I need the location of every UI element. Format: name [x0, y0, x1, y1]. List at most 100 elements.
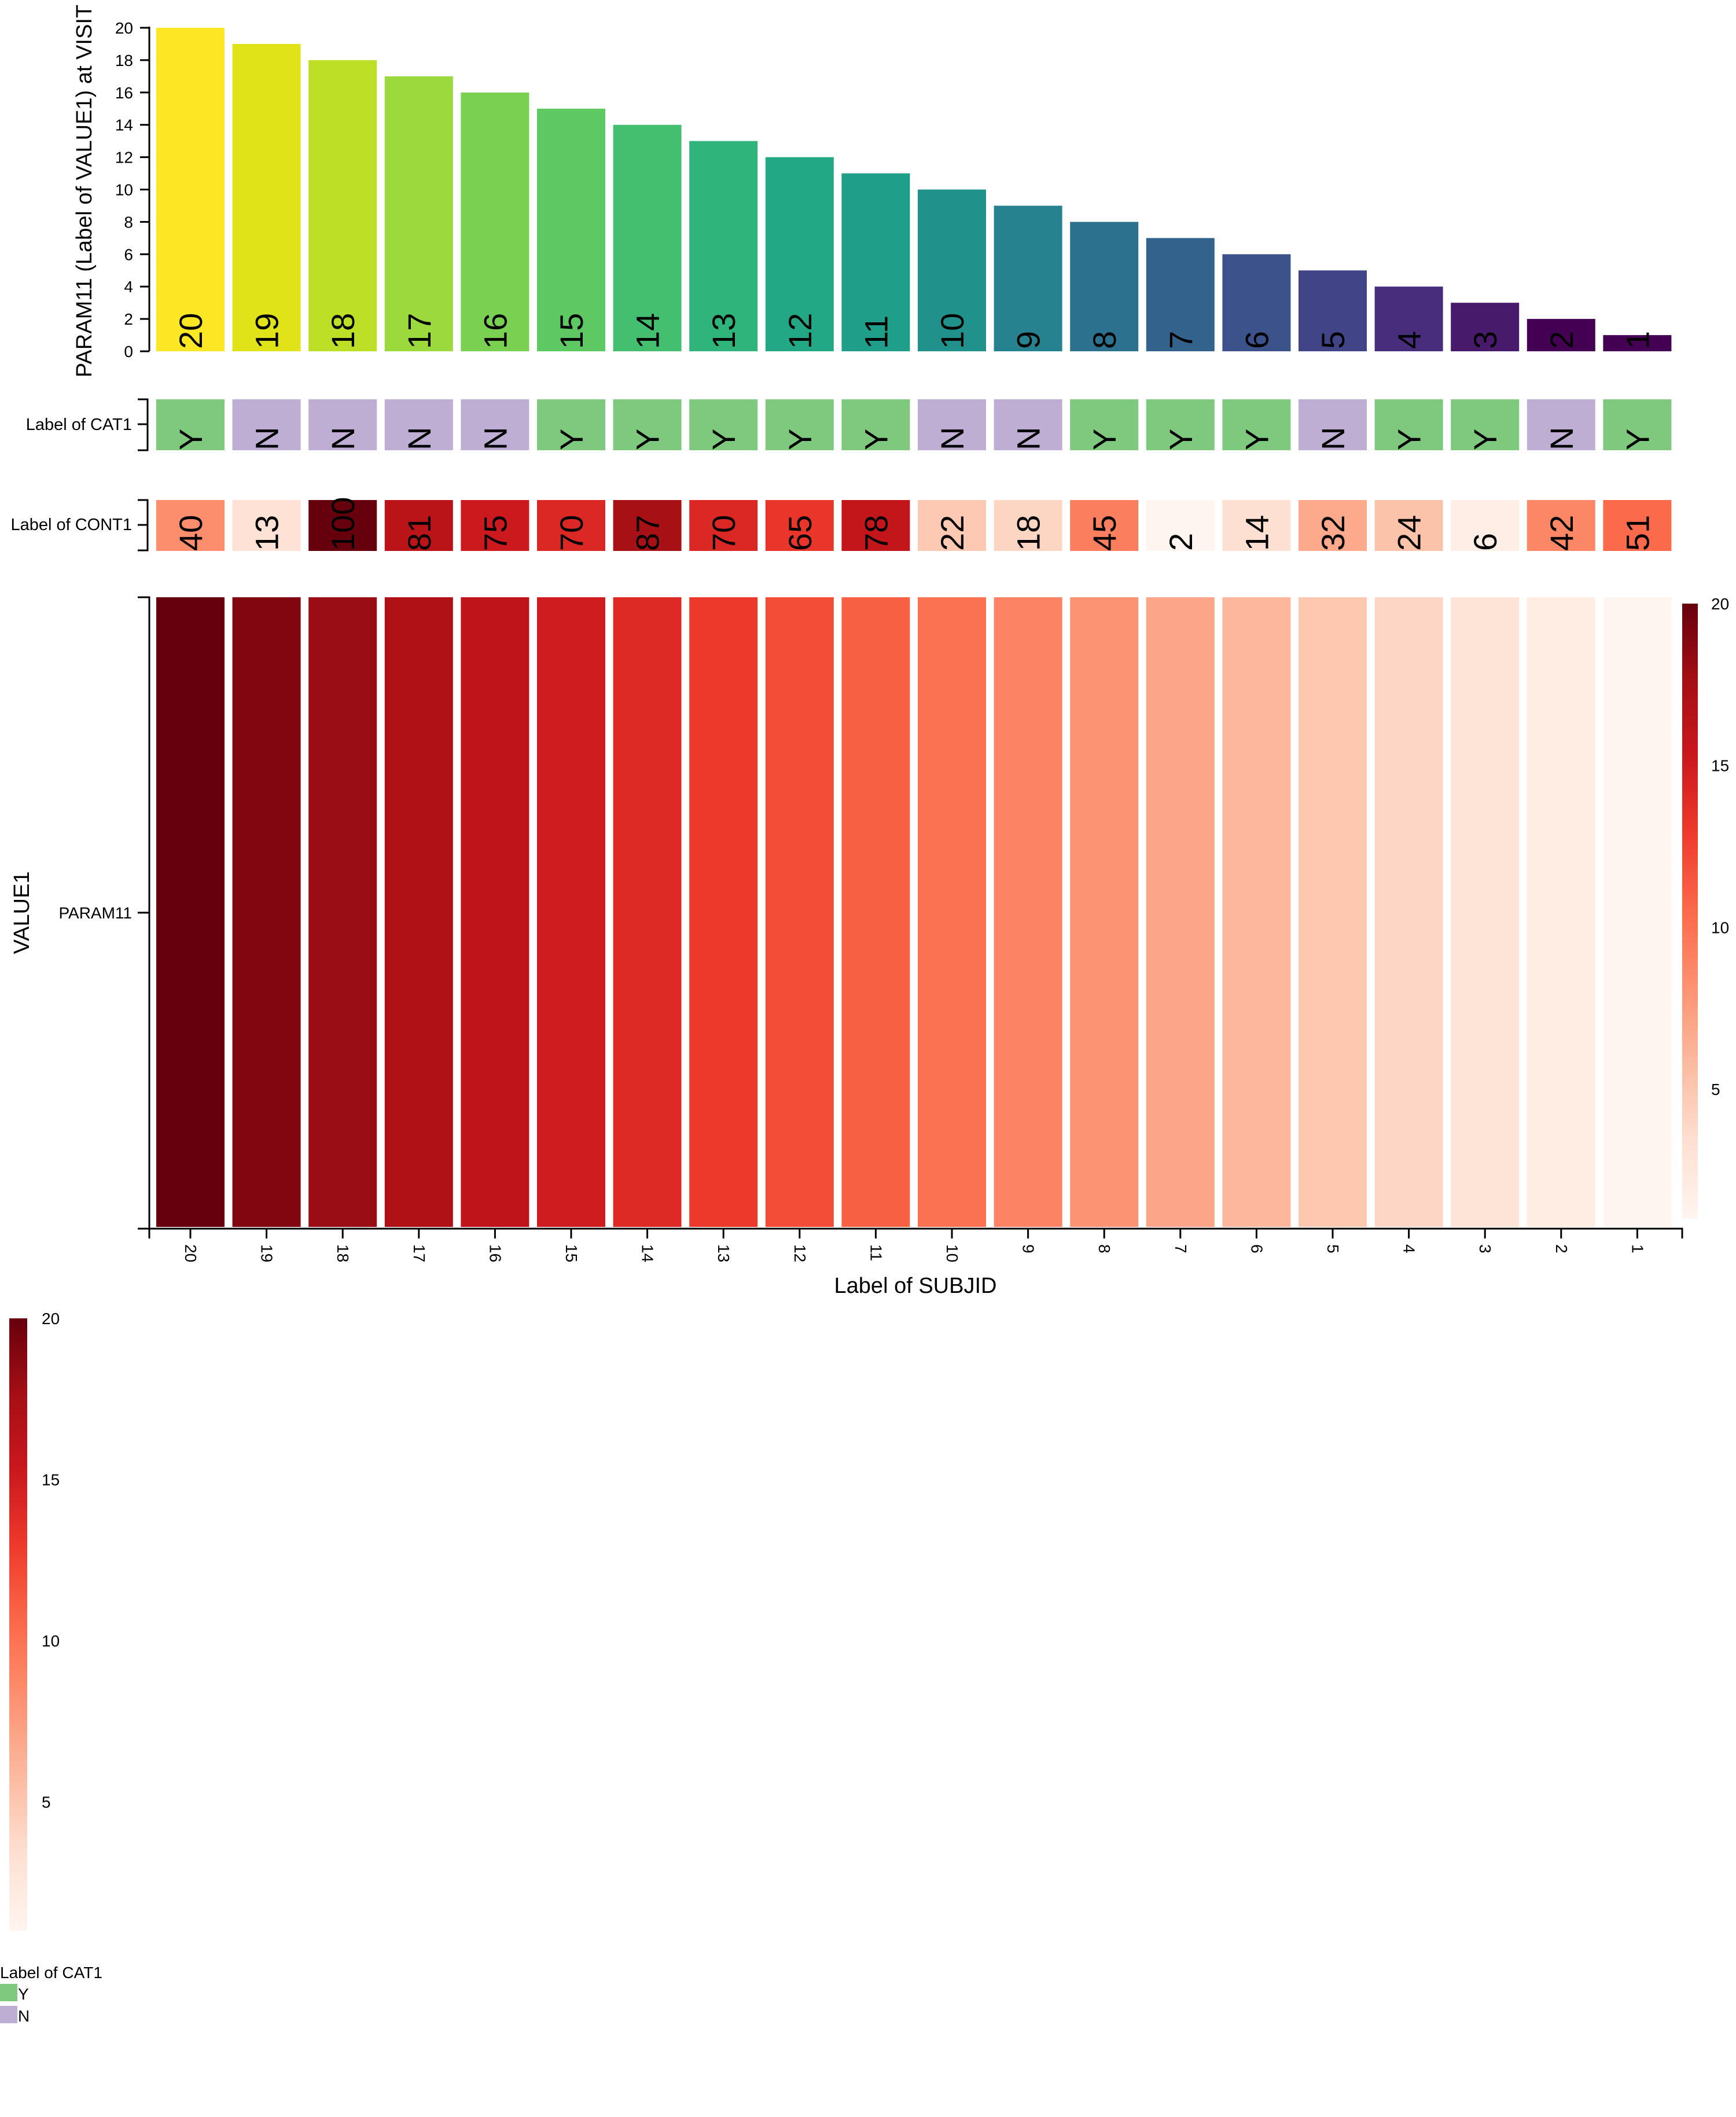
heatmap-y-axis-title: VALUE1	[10, 872, 34, 954]
cat-track-panel: Label of CAT1 Y N N N N Y Y Y Y Y N N Y Y Y N Y Y N Y	[26, 398, 1672, 451]
cont-cell-label: 70	[705, 515, 742, 551]
heatmap-x-tick-label: 10	[943, 1244, 961, 1262]
heatmap-x-tick-label: 2	[1553, 1244, 1571, 1254]
heatmap-cell	[232, 597, 301, 1227]
heatmap-cell	[689, 597, 758, 1227]
heatmap-x-tick-label: 12	[791, 1244, 809, 1262]
cont-cell	[1374, 500, 1443, 551]
cat-cell-label: N	[1010, 427, 1047, 450]
bar-value-label: 10	[934, 313, 970, 349]
cat-cell	[1603, 399, 1672, 450]
heatmap-x-tick-label: 6	[1248, 1244, 1266, 1254]
cat-cell	[1222, 399, 1291, 450]
heatmap-x-tick-label: 18	[334, 1244, 352, 1262]
cat-cell	[461, 399, 529, 450]
bar-value-label: 19	[249, 313, 285, 349]
cat-cell-label: N	[1315, 427, 1351, 450]
colorbar-bottom-gradient	[9, 1318, 27, 1931]
cont-cell-label: 70	[553, 515, 590, 551]
cat-cell	[1299, 399, 1367, 450]
heatmap-x-tick-label: 3	[1476, 1244, 1494, 1254]
cat-legend: Label of CAT1 YN	[0, 1964, 102, 2025]
bar	[689, 141, 758, 351]
heatmap-x-tick-label: 20	[182, 1244, 200, 1262]
bar-value-label: 11	[858, 315, 894, 349]
cont-cell	[765, 500, 834, 551]
cat-cell-label: Y	[1467, 429, 1503, 450]
heatmap-cell	[1146, 597, 1215, 1227]
heatmap-cell	[1527, 597, 1595, 1227]
cat-cell	[1451, 399, 1520, 450]
bar-y-tick-label: 8	[124, 213, 133, 231]
bar-value-label: 14	[630, 313, 666, 349]
colorbar-right-tick-label: 20	[1711, 595, 1729, 613]
bar-chart-panel: PARAM11 (Label of VALUE1) at VISIT 0 2 4 6 8…	[72, 5, 1672, 377]
cat-cell-label: N	[1543, 427, 1580, 450]
cat-cell	[765, 399, 834, 450]
cont-cell	[1451, 500, 1520, 551]
cont-cell	[1603, 500, 1672, 551]
bar	[1070, 222, 1139, 351]
heatmap-cell	[537, 597, 605, 1227]
cont-cell-label: 51	[1619, 515, 1656, 551]
bar-y-tick-label: 0	[124, 343, 133, 361]
cat-cell-label: Y	[705, 429, 742, 450]
heatmap-x-tick-label: 13	[715, 1244, 733, 1262]
cat-cell-label: N	[934, 427, 970, 450]
cat-cell-label: Y	[1619, 429, 1656, 450]
bar	[1527, 319, 1595, 351]
heatmap-cell	[461, 597, 529, 1227]
cont-cell-label: 40	[172, 515, 209, 551]
bar-value-label: 15	[553, 313, 590, 349]
heatmap-x-tick-label: 4	[1400, 1244, 1418, 1254]
bar-value-label: 18	[325, 313, 361, 349]
heatmap-cell	[1374, 597, 1443, 1227]
bar	[1146, 238, 1215, 351]
cat-cell-label: Y	[782, 429, 818, 450]
bar-value-label: 1	[1619, 331, 1656, 349]
bar	[232, 43, 301, 351]
bar	[918, 189, 986, 351]
bar	[994, 205, 1062, 351]
colorbar-bottom-tick-label: 10	[42, 1632, 60, 1650]
bar	[1374, 286, 1443, 351]
cont-cell-label: 24	[1391, 515, 1428, 551]
bar-y-axis-title: PARAM11 (Label of VALUE1) at VISIT	[72, 5, 97, 377]
cont-cell	[918, 500, 986, 551]
heatmap-cell	[1451, 597, 1520, 1227]
bar	[461, 92, 529, 352]
cat-cell	[232, 399, 301, 450]
heatmap-cell	[918, 597, 986, 1227]
cat-cell	[156, 399, 225, 450]
cont-cell	[537, 500, 605, 551]
bar	[384, 76, 453, 351]
cont-cell	[613, 500, 682, 551]
colorbar-right-tick-label: 10	[1711, 918, 1729, 936]
cont-track-title: Label of CONT1	[10, 516, 132, 534]
bar-y-tick-label: 10	[115, 181, 133, 199]
heatmap-cell	[765, 597, 834, 1227]
cont-cell	[689, 500, 758, 551]
legend-swatch	[0, 1984, 17, 2001]
cont-cell	[308, 500, 377, 551]
cat-cell-label: Y	[1086, 429, 1123, 450]
bar	[537, 108, 605, 351]
cat-track-bracket	[138, 398, 149, 451]
bar-y-tick-label: 4	[124, 278, 133, 296]
bar-value-label: 6	[1238, 331, 1275, 349]
cat-cell	[1374, 399, 1443, 450]
colorbar-bottom-tick-label: 15	[42, 1471, 60, 1488]
bar-value-label: 3	[1467, 331, 1503, 349]
bar-value-label: 2	[1543, 331, 1580, 349]
heatmap-x-tick-label: 1	[1628, 1244, 1646, 1254]
cont-cell	[1299, 500, 1367, 551]
heatmap-cell	[384, 597, 453, 1227]
bar-value-label: 17	[401, 313, 437, 349]
heatmap-cell	[308, 597, 377, 1227]
bar	[1222, 254, 1291, 351]
cat-cell-label: Y	[553, 429, 590, 450]
cont-track-panel: Label of CONT1 40 13 100 81 75 70 87 70 65 78 22 18…	[10, 497, 1672, 552]
cat-cell	[613, 399, 682, 450]
cat-cell	[1527, 399, 1595, 450]
